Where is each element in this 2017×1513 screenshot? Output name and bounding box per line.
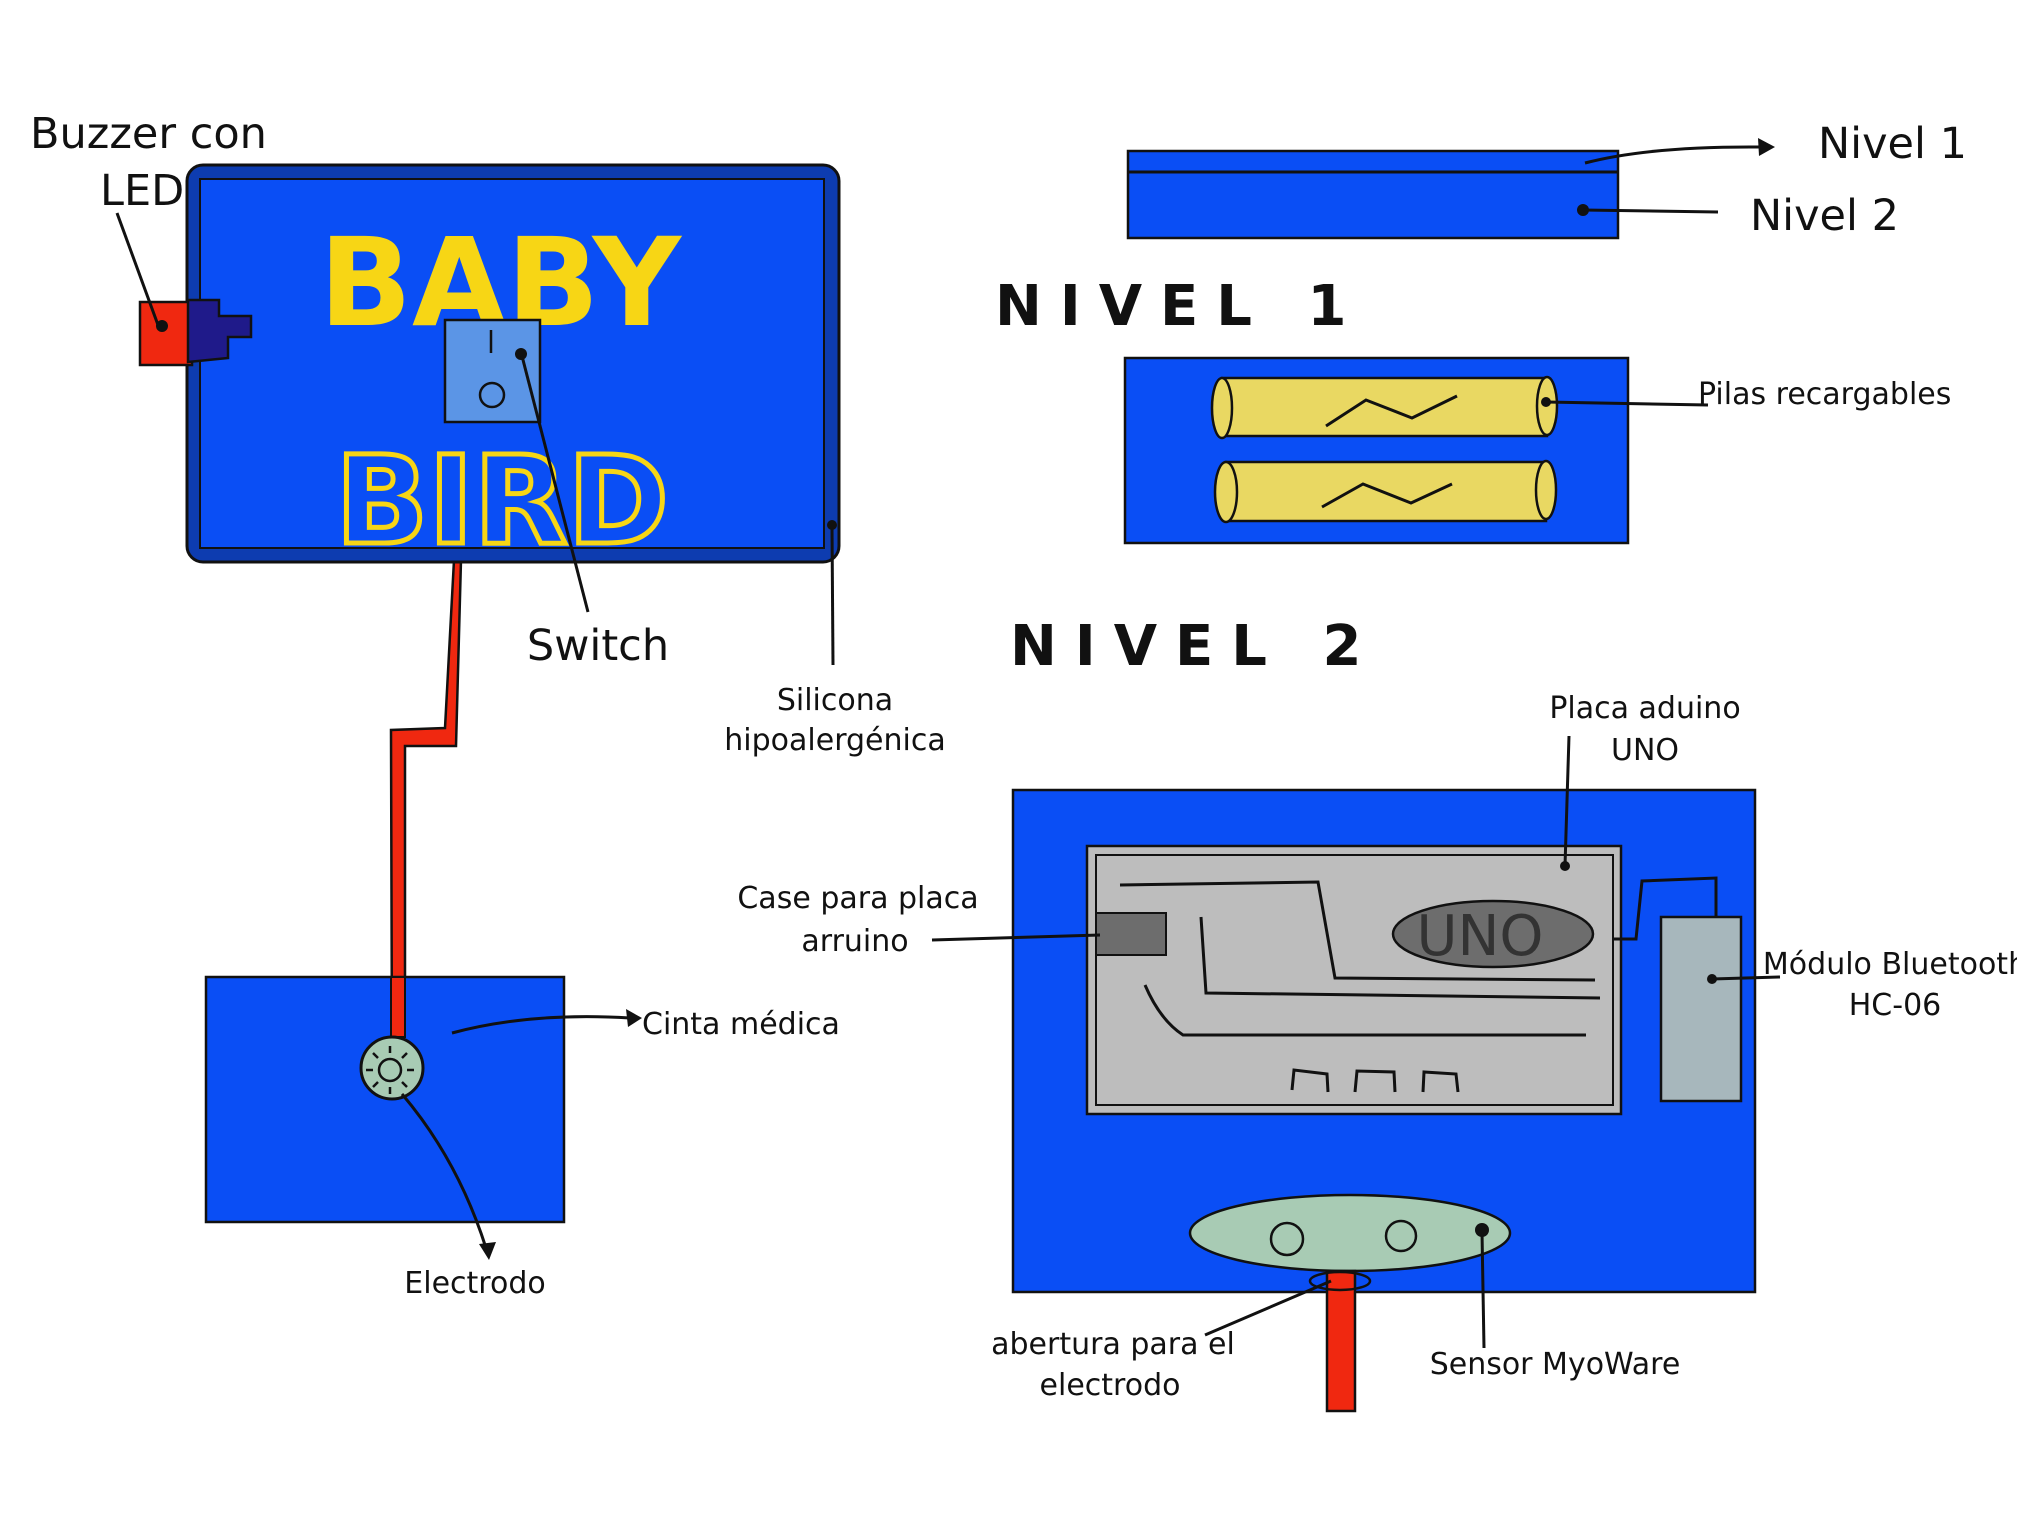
switch-dot (515, 348, 527, 360)
sensor-hole-1 (1269, 1221, 1305, 1257)
board-traces (1119, 880, 1601, 1093)
medical-tape-view: Cinta médica Electrodo (204, 975, 840, 1301)
buzzer-label-2: LED (100, 166, 184, 216)
electrode-arrowhead (479, 1242, 496, 1260)
silicone-label-2: hipoalergénica (724, 723, 945, 758)
cable-over-tape (390, 976, 406, 1038)
level-stack (1126, 149, 1620, 240)
bluetooth-label-2: HC-06 (1849, 988, 1942, 1023)
battery-2-left-cap (1213, 460, 1239, 524)
abertura-label-1: abertura para el (991, 1327, 1235, 1362)
electrode-rays (366, 1046, 414, 1094)
buzzer-dot (156, 320, 168, 332)
battery-1-zigzag (1325, 394, 1458, 428)
battery-2-right-cap (1534, 459, 1558, 521)
placa-label-1: Placa aduino (1549, 691, 1740, 726)
buzzer-label-1: Buzzer con (30, 109, 267, 159)
switch-label: Switch (527, 621, 669, 671)
buzzer-led (138, 300, 194, 367)
electrode-opening-cable (1325, 1269, 1357, 1413)
sensor-leader (1480, 1231, 1486, 1349)
electrode-opening (1308, 1270, 1372, 1292)
sensor-label: Sensor MyoWare (1430, 1347, 1681, 1382)
usb-port (1095, 912, 1167, 956)
tape-label: Cinta médica (642, 1007, 840, 1042)
uno-chip (1391, 899, 1595, 969)
nivel1-tag: Nivel 1 (1818, 119, 1967, 169)
uno-chip-label: UNO (1417, 904, 1544, 969)
switch-o-mark (478, 381, 506, 409)
case-leader (931, 933, 1101, 942)
pilas-leader (1545, 400, 1709, 407)
bluetooth-label-1: Módulo Bluetooth (1763, 947, 2017, 982)
nivel1-heading: NIVEL 1 (995, 274, 1364, 339)
nivel1-view: Pilas recargables (1123, 356, 1951, 545)
nivel2-tag: Nivel 2 (1750, 191, 1899, 241)
tape-arrow (451, 1015, 631, 1035)
electrode-arrow (400, 1093, 488, 1249)
switch-leader (520, 355, 590, 613)
abertura-leader (1204, 1279, 1332, 1337)
battery-2-zigzag (1321, 482, 1453, 509)
buzzer-body (186, 298, 253, 364)
bluetooth-module (1659, 915, 1743, 1103)
nivel2-view: UNO Placa aduino UNO Case para placa arr… (737, 691, 2017, 1413)
buzzer-leader (115, 212, 160, 326)
silicone-label-1: Silicona (777, 683, 893, 718)
abertura-label-2: electrodo (1040, 1368, 1181, 1403)
levels-side-view: Nivel 1 Nivel 2 (1126, 119, 1967, 241)
device-top-view: BABY BIRD Buzzer con LED Switch Silicona… (30, 109, 946, 1062)
power-switch (443, 318, 542, 424)
nivel2-leader (1582, 208, 1719, 214)
nivel1-arrow (1584, 145, 1763, 165)
electrode (359, 1035, 425, 1101)
nivel2-heading: NIVEL 2 (1010, 614, 1379, 679)
nivel1-arrowhead (1758, 138, 1775, 156)
electrode-center (377, 1057, 403, 1083)
case-label-1: Case para placa (737, 881, 978, 916)
bluetooth-leader (1711, 975, 1781, 981)
placa-leader (1563, 735, 1571, 867)
battery-1-left-cap (1210, 376, 1234, 440)
device-title-bird: BIRD (335, 430, 669, 572)
sensor-hole-2 (1384, 1219, 1418, 1253)
case-label-2: arruino (801, 924, 908, 959)
tape-arrowhead (626, 1009, 642, 1027)
myoware-sensor (1188, 1193, 1512, 1273)
pilas-label: Pilas recargables (1698, 377, 1951, 412)
silicone-leader (830, 526, 835, 666)
silicone-dot (827, 520, 837, 530)
placa-label-2: UNO (1611, 733, 1679, 768)
sensor-dot (1475, 1223, 1489, 1237)
bluetooth-wire (1612, 876, 1718, 941)
electrode-label: Electrodo (404, 1266, 545, 1301)
